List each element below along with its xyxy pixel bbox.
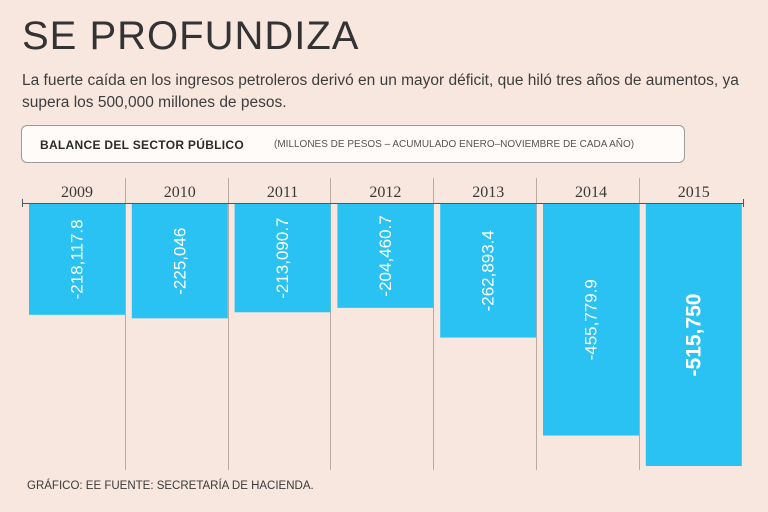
year-label: 2009: [61, 184, 93, 201]
legend-label: BALANCE DEL SECTOR PÚBLICO: [40, 138, 245, 152]
bar: [234, 204, 331, 313]
bar-value-label: -262,893.4: [479, 230, 498, 311]
column-separator: [228, 178, 229, 470]
bar-value-label: -225,046: [170, 228, 189, 295]
bar: [131, 204, 228, 319]
baseline-tick: [743, 199, 744, 207]
chart-subtitle: La fuerte caída en los ingresos petroler…: [22, 72, 739, 111]
source-credit: GRÁFICO: EE FUENTE: SECRETARÍA DE HACIEN…: [27, 480, 314, 492]
bar: [337, 204, 434, 308]
chart-baseline: [22, 203, 744, 204]
bar: [29, 204, 125, 315]
chart-title: SE PROFUNDIZA: [22, 14, 360, 58]
legend-note: (MILLONES DE PESOS – ACUMULADO ENERO–NOV…: [274, 139, 635, 150]
legend-box: BALANCE DEL SECTOR PÚBLICO (MILLONES DE …: [21, 125, 685, 163]
year-label: 2011: [267, 184, 298, 201]
bar-value-label: -455,779.9: [582, 279, 601, 360]
bar: [543, 204, 639, 436]
bar-value-label: -218,117.8: [68, 219, 87, 299]
baseline-tick: [22, 199, 23, 207]
column-separator: [639, 178, 640, 470]
year-label: 2015: [678, 184, 710, 201]
year-label: 2012: [369, 184, 401, 201]
bar-value-label: -213,090.7: [273, 217, 292, 298]
year-label: 2014: [575, 184, 607, 201]
year-label: 2013: [472, 184, 504, 201]
bar: [440, 204, 537, 338]
column-separator: [433, 178, 434, 470]
column-separator: [536, 178, 537, 470]
year-label: 2010: [164, 184, 196, 201]
column-separator: [330, 178, 331, 470]
bar: [645, 204, 742, 466]
bar-value-label: -515,750: [682, 294, 705, 377]
bar-value-label: -204,460.7: [376, 215, 395, 296]
column-separator: [125, 178, 126, 470]
